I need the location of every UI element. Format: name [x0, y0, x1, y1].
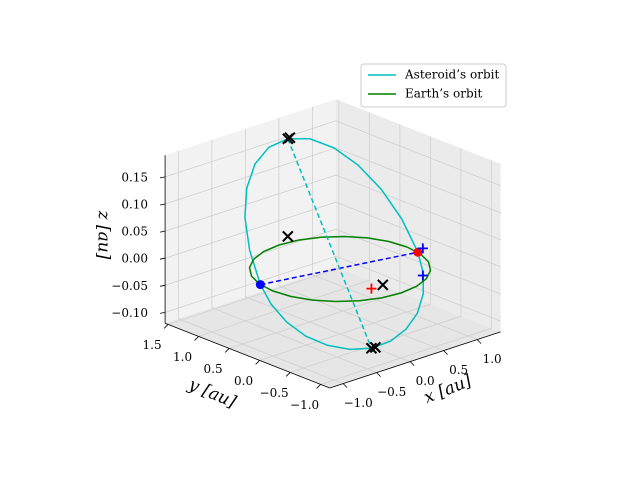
y-tick-label: −1.0 — [290, 398, 319, 412]
x-tick — [409, 361, 415, 366]
x-tick-label: 0.5 — [449, 363, 468, 377]
y-tick — [316, 384, 321, 389]
grid-line — [164, 120, 501, 186]
point-marker — [255, 280, 265, 290]
grid-line — [245, 128, 411, 362]
grid-line — [289, 148, 462, 373]
x-tick — [342, 383, 348, 388]
grid — [164, 100, 501, 385]
legend-label: Earth’s orbit — [405, 87, 482, 101]
z-tick — [159, 312, 166, 314]
panes — [165, 99, 501, 388]
grid-line — [198, 112, 370, 337]
y-tick — [255, 360, 260, 365]
grid-line — [164, 228, 501, 295]
x-tick-label: 0.0 — [416, 374, 435, 388]
dashed-line — [287, 138, 373, 349]
z-axis-label: z [au] — [94, 210, 114, 260]
plot-area — [244, 131, 432, 354]
x-tick — [443, 350, 448, 355]
y-tick — [194, 336, 199, 341]
plus-marker — [417, 243, 428, 254]
z-tick — [159, 230, 166, 233]
x-tick-label: 1.0 — [483, 352, 502, 366]
z-tick-label: 0.15 — [121, 170, 148, 184]
x-tick-label: −0.5 — [377, 385, 406, 399]
x-tick — [476, 339, 482, 344]
z-tick-label: 0.05 — [121, 225, 148, 239]
orbit-line — [248, 235, 432, 303]
pane-back-right — [335, 99, 501, 332]
y-tick — [285, 372, 291, 377]
grid-line — [178, 150, 344, 384]
legend-box — [360, 63, 507, 108]
grid-line — [278, 117, 444, 351]
pane-back-left — [165, 99, 336, 324]
pane-floor — [165, 267, 501, 388]
x-marker — [369, 341, 382, 354]
x-marker — [284, 131, 296, 144]
grid-line — [259, 136, 431, 361]
y-tick-label: 1.0 — [173, 350, 192, 364]
grid-line — [211, 139, 377, 373]
z-tick — [159, 284, 166, 287]
grid-line — [164, 174, 501, 241]
grid-line — [164, 255, 501, 322]
grid-line — [320, 160, 492, 385]
z-tick-label: −0.05 — [111, 279, 148, 293]
z-tick — [159, 203, 166, 206]
grid-line — [164, 201, 501, 268]
x-marker — [282, 230, 294, 243]
x-marker — [365, 342, 378, 354]
grid-line — [164, 147, 501, 214]
z-tick-label: −0.10 — [111, 306, 148, 320]
y-tick-label: 1.5 — [143, 338, 162, 352]
plus-marker — [366, 283, 377, 294]
y-axis-line — [164, 322, 330, 389]
legend: Asteroid’s orbit Earth’s orbit — [360, 63, 507, 108]
y-tick — [163, 324, 169, 329]
grid-line — [312, 106, 478, 340]
x-marker — [377, 279, 389, 291]
legend-label: Asteroid’s orbit — [404, 68, 499, 82]
z-tick-label: 0.10 — [121, 198, 148, 212]
x-tick — [376, 372, 381, 377]
z-tick — [159, 257, 166, 260]
z-tick — [159, 176, 166, 179]
grid-line — [228, 124, 401, 349]
x-axis-line — [329, 331, 501, 389]
z-tick-label: 0.00 — [121, 252, 148, 266]
x-tick-label: −1.0 — [344, 396, 373, 410]
point-marker — [413, 247, 423, 257]
y-tick-label: −0.5 — [260, 386, 289, 400]
y-tick-label: 0.5 — [204, 362, 223, 376]
plus-marker — [417, 270, 428, 281]
y-tick-label: 0.0 — [234, 374, 253, 388]
y-tick — [224, 348, 230, 353]
